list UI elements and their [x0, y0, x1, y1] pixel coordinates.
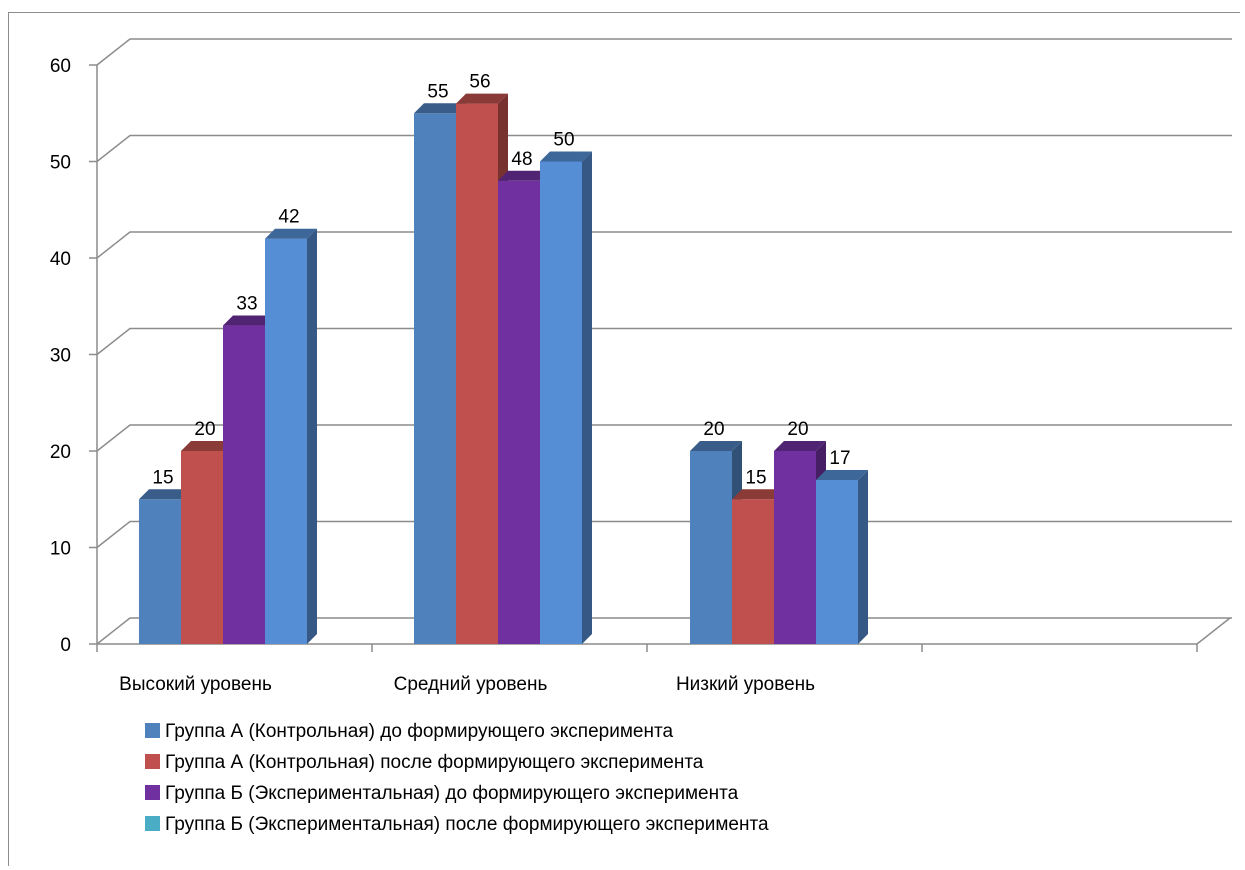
bar-s3-c2	[816, 469, 868, 644]
bar-front	[223, 325, 265, 644]
bar-front	[816, 479, 858, 644]
y-tick-label-40: 40	[50, 249, 71, 270]
gridline-40	[96, 231, 1232, 259]
gridline-50	[96, 134, 1232, 163]
bar-front	[414, 113, 456, 644]
bar-s3-c0	[265, 228, 317, 644]
bar-top	[690, 441, 742, 451]
data-label-s1-c2: 15	[745, 467, 766, 488]
bar-top	[265, 228, 317, 239]
legend-entry-1: Группа А (Контрольная) после формирующег…	[165, 752, 704, 773]
bar-front	[456, 103, 498, 645]
data-label-s0-c2: 20	[703, 419, 724, 440]
bar-front	[540, 161, 582, 644]
bars	[139, 93, 868, 645]
category-label-2: Низкий уровень	[676, 674, 815, 695]
y-tick-label-50: 50	[50, 153, 71, 174]
bar-top	[181, 441, 233, 451]
bar-top	[774, 441, 826, 451]
bar-side	[582, 151, 592, 644]
data-label-s3-c2: 17	[829, 448, 850, 469]
gridline-30	[96, 327, 1232, 356]
bar-top	[139, 489, 191, 500]
bar-s3-c1	[540, 151, 592, 644]
bar-side	[858, 469, 868, 644]
bar-front	[181, 451, 223, 644]
data-label-s0-c0: 15	[152, 467, 173, 488]
gridline-60	[96, 38, 1232, 66]
legend-swatch-2	[145, 785, 160, 800]
y-tick-label-20: 20	[50, 442, 71, 463]
bar-front	[139, 499, 181, 644]
y-tick-label-10: 10	[50, 539, 71, 560]
bar-front	[265, 238, 307, 644]
bar-front	[732, 499, 774, 644]
data-label-s2-c0: 33	[236, 294, 257, 315]
floor-edge	[1196, 617, 1231, 645]
bar-front	[690, 451, 732, 644]
legend-swatch-3	[145, 816, 160, 831]
data-label-s0-c1: 55	[427, 81, 448, 102]
data-label-s2-c2: 20	[787, 419, 808, 440]
legend-swatch-1	[145, 754, 160, 769]
legend-swatch-0	[145, 723, 160, 738]
y-tick-label-30: 30	[50, 346, 71, 367]
data-label-s3-c0: 42	[278, 207, 299, 228]
category-label-0: Высокий уровень	[119, 674, 272, 695]
data-labels: 15 55 20 20 56 15 33 48 20 42 50 17	[152, 72, 850, 489]
data-label-s1-c0: 20	[194, 419, 215, 440]
data-label-s2-c1: 48	[511, 149, 532, 170]
legend-entry-0: Группа А (Контрольная) до формирующего э…	[165, 721, 673, 742]
bar-top	[816, 469, 868, 480]
data-label-s3-c1: 50	[553, 130, 574, 151]
bar-top	[540, 151, 592, 162]
legend-entry-3: Группа Б (Экспериментальная) после форми…	[165, 814, 769, 835]
bar-top	[414, 103, 466, 114]
bar-top	[498, 170, 550, 181]
gridline-20	[96, 424, 1232, 452]
legend-entry-2: Группа Б (Экспериментальная) до формирую…	[165, 783, 739, 804]
category-label-1: Средний уровень	[394, 674, 548, 695]
data-label-s1-c1: 56	[469, 72, 490, 93]
y-tick-label-60: 60	[50, 56, 71, 77]
bar-top	[223, 315, 275, 326]
chart-frame	[8, 12, 1240, 866]
bar-front	[498, 180, 540, 645]
bar-top	[456, 93, 508, 104]
bar-front	[774, 451, 816, 644]
y-tick-label-0: 0	[60, 635, 71, 656]
legend: Группа А (Контрольная) до формирующего э…	[145, 721, 769, 835]
bar-top	[732, 489, 784, 500]
bar-side	[307, 228, 317, 644]
